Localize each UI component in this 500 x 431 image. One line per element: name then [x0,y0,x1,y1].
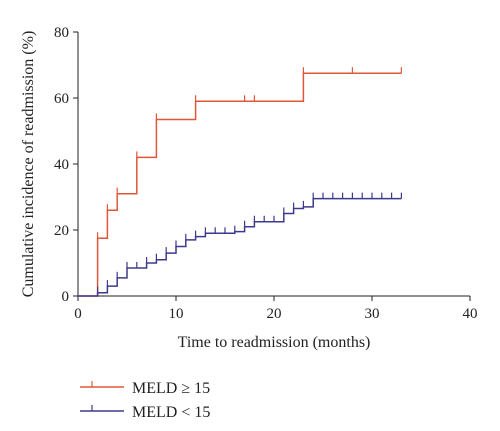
x-tick-label: 0 [74,306,82,322]
series-layer [78,67,402,297]
x-tick-label: 40 [463,306,478,322]
series-1 [78,192,402,297]
y-tick-label: 60 [54,91,69,107]
axes: 0 10 20 30 40 0 20 40 60 80 [54,25,478,322]
y-tick-label: 80 [54,25,69,41]
x-tick-label: 30 [365,306,380,322]
series-line [78,197,402,297]
legend-label-meld-low: MELD < 15 [132,404,210,421]
x-axis-title: Time to readmission (months) [178,334,371,351]
y-tick-label: 40 [54,157,69,173]
y-axis-title: Cumulative incidence of readmission (%) [20,31,37,298]
x-tick-label: 20 [267,306,282,322]
y-tick-label: 0 [62,289,70,305]
series-0 [78,67,402,297]
legend-label-meld-high: MELD ≥ 15 [132,380,210,397]
y-tick-label: 20 [54,223,69,239]
series-line [78,72,402,297]
legend: MELD ≥ 15 MELD < 15 [80,380,210,421]
x-tick-label: 10 [169,306,184,322]
